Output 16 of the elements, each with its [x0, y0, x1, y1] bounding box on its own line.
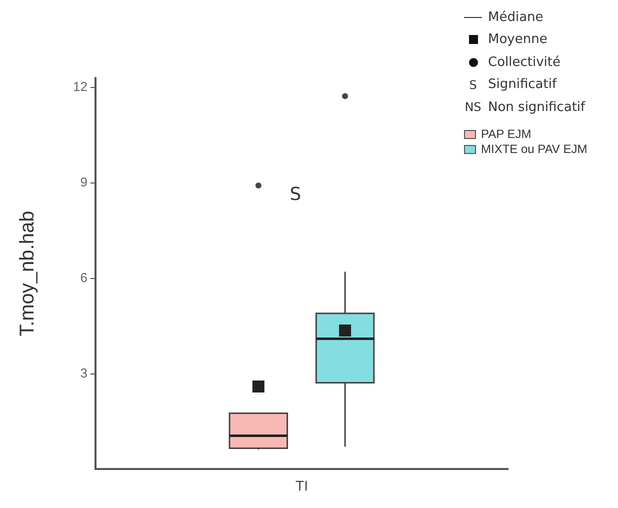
y-tick-label: 12: [72, 79, 88, 94]
text: Médiane: [488, 10, 544, 25]
legend-label: PAP EJM: [481, 127, 532, 141]
annotation: Non significatif: [488, 100, 586, 115]
text: Collectivité: [488, 54, 561, 70]
y-tick-label: 9: [80, 174, 88, 190]
x-tick-label: TI: [296, 477, 308, 494]
legend-label: MIXTE ou PAV EJM: [481, 142, 588, 156]
annotation: Significatif: [488, 77, 557, 92]
y-axis-title: T.moy_nb.hab: [16, 210, 39, 336]
annotation: NS: [464, 100, 482, 114]
y-tick-label: 3: [80, 365, 88, 380]
annotation: S: [290, 184, 302, 206]
text: Moyenne: [488, 32, 548, 48]
y-tick-label: 6: [80, 270, 88, 285]
annotation: S: [468, 78, 478, 92]
